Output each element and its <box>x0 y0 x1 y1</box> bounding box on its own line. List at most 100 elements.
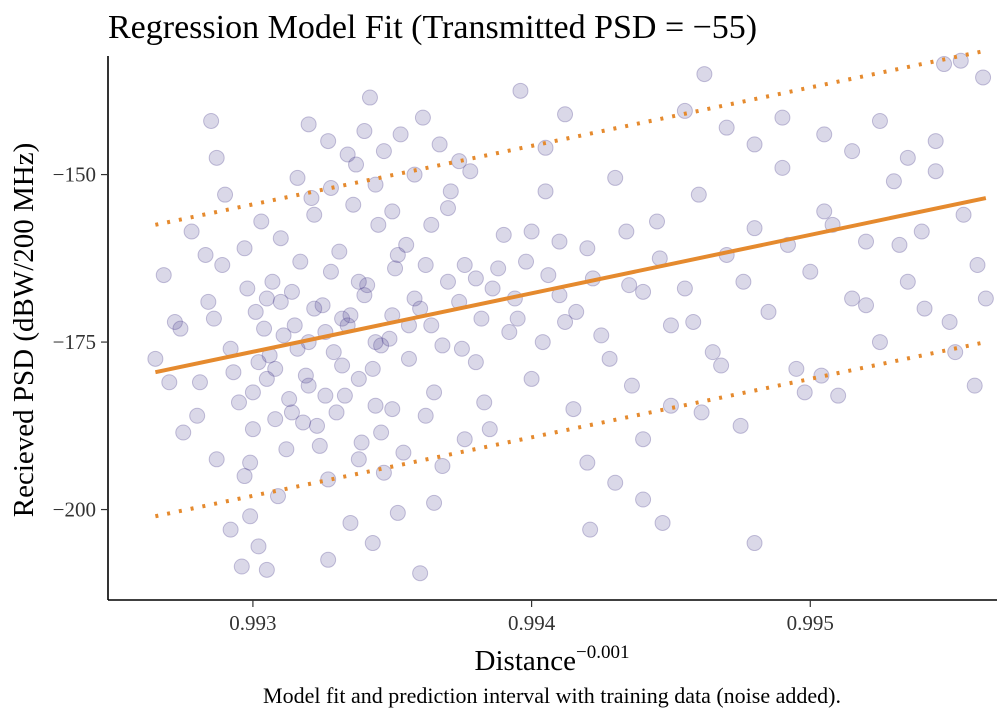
data-point <box>565 401 582 418</box>
data-point <box>342 307 359 324</box>
data-point <box>484 280 501 297</box>
data-point <box>467 270 484 287</box>
data-point <box>523 370 540 387</box>
data-point <box>189 407 206 424</box>
data-point <box>816 126 833 143</box>
data-point <box>208 451 225 468</box>
data-point <box>746 220 763 237</box>
data-point <box>601 350 618 367</box>
data-point <box>275 327 292 344</box>
data-point <box>334 310 351 327</box>
data-point <box>400 350 417 367</box>
data-point <box>395 444 412 461</box>
x-ticks: 0.993 0.994 0.995 <box>229 600 834 635</box>
data-point <box>214 257 231 274</box>
data-point <box>746 535 763 552</box>
data-point <box>183 223 200 240</box>
data-point <box>975 69 992 86</box>
data-point <box>286 317 303 334</box>
data-point <box>375 143 392 160</box>
data-point <box>225 364 242 381</box>
data-point <box>568 303 585 320</box>
data-point <box>389 246 406 263</box>
data-point <box>621 277 638 294</box>
data-point <box>858 297 875 314</box>
data-point <box>871 334 888 351</box>
data-point <box>518 253 535 270</box>
data-point <box>685 313 702 330</box>
data-point <box>311 437 328 454</box>
data-point <box>230 394 247 411</box>
data-point <box>325 344 342 361</box>
data-point <box>431 136 448 153</box>
data-point <box>339 146 356 163</box>
data-point <box>732 417 749 434</box>
data-point <box>283 283 300 300</box>
data-point <box>635 431 652 448</box>
data-point <box>331 243 348 260</box>
data-point <box>147 350 164 367</box>
data-point <box>244 384 261 401</box>
data-point <box>885 173 902 190</box>
data-point <box>381 330 398 347</box>
data-point <box>451 153 468 170</box>
data-point <box>222 521 239 538</box>
data-point <box>289 169 306 186</box>
data-point <box>618 223 635 240</box>
x-tick-label: 0.994 <box>508 611 556 635</box>
data-point <box>453 340 470 357</box>
data-point <box>166 313 183 330</box>
data-point <box>649 213 666 230</box>
data-point <box>387 260 404 277</box>
data-point <box>334 357 351 374</box>
data-point <box>796 384 813 401</box>
data-point <box>406 290 423 307</box>
data-point <box>788 360 805 377</box>
data-point <box>242 454 259 471</box>
data-point <box>693 404 710 421</box>
data-point <box>426 384 443 401</box>
y-tick-label: −150 <box>53 163 96 187</box>
data-point <box>295 414 312 431</box>
data-point <box>258 290 275 307</box>
data-point <box>200 293 217 310</box>
data-point <box>384 401 401 418</box>
data-point <box>197 246 214 263</box>
data-point <box>635 283 652 300</box>
data-point <box>348 156 365 173</box>
interval-upper <box>154 48 987 227</box>
data-point <box>579 240 596 257</box>
data-point <box>439 273 456 290</box>
x-axis-label: Distance−0.001 <box>475 642 630 677</box>
data-point <box>582 521 599 538</box>
data-point <box>871 112 888 129</box>
data-point <box>406 166 423 183</box>
data-point <box>320 133 337 150</box>
data-point <box>913 223 930 240</box>
data-point <box>557 313 574 330</box>
data-point <box>966 377 983 394</box>
data-point <box>356 123 373 140</box>
data-point <box>746 136 763 153</box>
data-point <box>635 491 652 508</box>
data-point <box>300 377 317 394</box>
data-point <box>317 387 334 404</box>
data-point <box>356 287 373 304</box>
data-point <box>654 514 671 531</box>
data-point <box>662 397 679 414</box>
data-point <box>412 565 429 582</box>
data-point <box>336 387 353 404</box>
data-point <box>155 267 172 284</box>
data-point <box>927 163 944 180</box>
data-point <box>322 179 339 196</box>
fit-lines <box>154 48 987 519</box>
data-point <box>172 320 189 337</box>
data-point <box>426 494 443 511</box>
data-point <box>292 253 309 270</box>
data-point <box>537 139 554 156</box>
data-point <box>297 367 314 384</box>
data-point <box>256 320 273 337</box>
data-point <box>858 233 875 250</box>
data-point <box>523 223 540 240</box>
data-point <box>467 354 484 371</box>
